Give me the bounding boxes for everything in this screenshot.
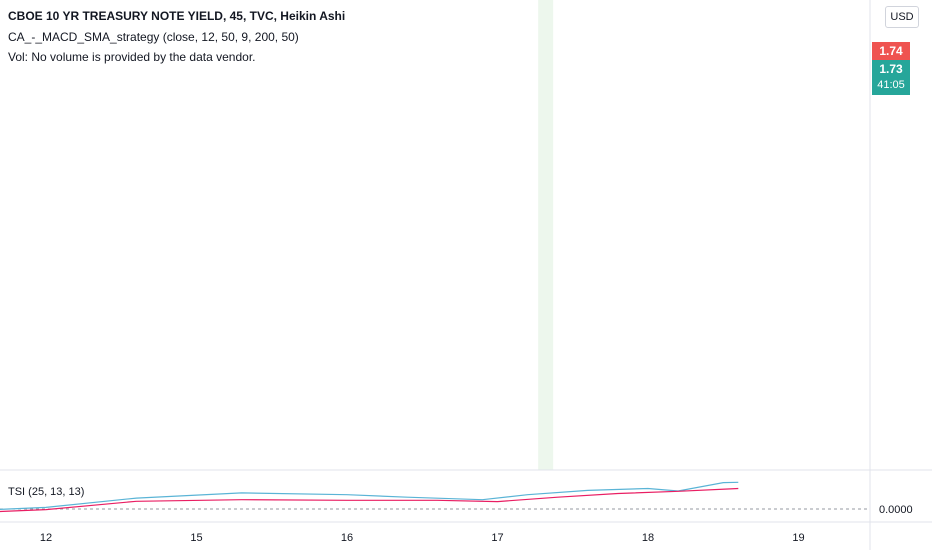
volume-legend: Vol: No volume is provided by the data v… <box>8 50 256 64</box>
strategy-legend: CA_-_MACD_SMA_strategy (close, 12, 50, 9… <box>8 30 299 44</box>
time-axis-tick: 15 <box>190 532 202 544</box>
tsi-axis-tick: 0.0000 <box>879 504 913 516</box>
time-axis-tick: 12 <box>40 532 52 544</box>
last-price-badge: 1.73 41:05 <box>872 60 910 95</box>
time-axis-tick: 17 <box>491 532 503 544</box>
currency-selector[interactable]: USD <box>885 6 919 28</box>
tsi-legend: TSI (25, 13, 13) <box>8 486 85 498</box>
time-axis-tick: 16 <box>341 532 353 544</box>
high-price-badge: 1.74 <box>872 42 910 60</box>
time-axis-tick: 19 <box>792 532 804 544</box>
last-price-value: 1.73 <box>879 62 903 76</box>
session-highlight <box>538 0 554 470</box>
tsi_signal-line <box>0 487 739 513</box>
tsi-line <box>0 481 739 510</box>
chart-title: CBOE 10 YR TREASURY NOTE YIELD, 45, TVC,… <box>8 9 346 23</box>
time-axis-tick: 18 <box>642 532 654 544</box>
bar-countdown-timer: 41:05 <box>877 79 905 91</box>
